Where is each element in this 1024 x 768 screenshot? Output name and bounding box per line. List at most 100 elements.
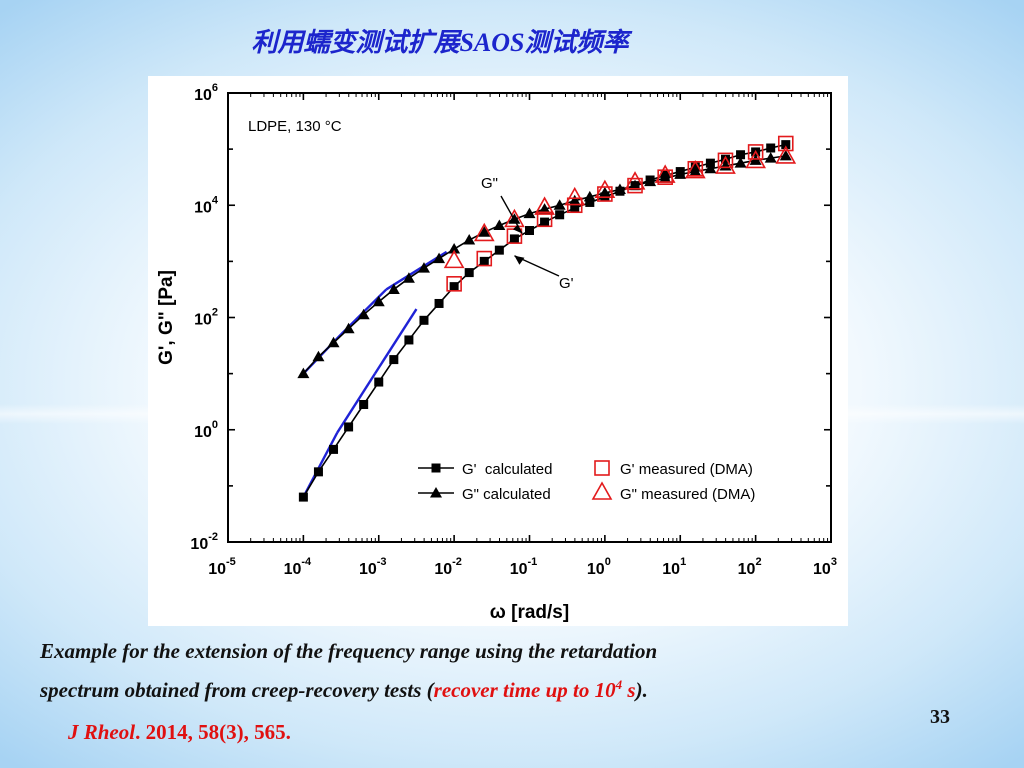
x-tick-exp: -2 [452,556,462,568]
data-point-series-0 [298,492,308,502]
x-tick-base: 10 [284,561,302,578]
y-tick-exp: 0 [212,419,218,431]
data-point-series-0 [479,256,489,266]
data-point-series-3 [715,155,736,174]
data-point-series-2 [536,211,553,228]
legend-marker [431,463,441,473]
data-point-series-0 [720,154,730,164]
y-tick-base: 10 [194,199,212,216]
y-tick-exp: 4 [212,194,219,206]
x-tick-label: 10-4 [284,556,312,578]
caption-highlight: recover time up to 104 s [434,677,636,702]
data-point-series-0 [781,140,791,150]
data-point-series-3 [473,222,495,242]
data-point-series-0 [359,399,369,409]
legend-label: G" calculated [462,486,551,503]
y-tick-exp: 2 [212,307,218,319]
data-point-series-0 [585,197,595,207]
data-point-series-2 [446,276,462,292]
x-tick-label: 10-2 [434,556,462,578]
x-tick-exp: -5 [226,556,236,568]
data-point-series-1 [613,183,626,195]
caption-exponent: 4 [615,677,623,692]
legend-label: G" measured (DMA) [620,486,755,503]
data-point-series-1 [568,194,581,206]
fit-line [373,308,418,375]
chart-svg: 10-5 10-4 10-3 10-2 10-1 100 101 102 10310-21001… [156,82,837,623]
data-point-series-1 [463,234,476,245]
legend-marker [594,460,610,476]
reference-journal: J Rheol [68,720,136,744]
y-tick-exp: 6 [212,82,218,94]
data-point-series-0 [570,203,580,213]
caption-text: spectrum obtained from creep-recovery te… [40,678,434,702]
data-point-series-1 [448,243,461,254]
data-point-series-0 [404,335,414,345]
data-point-series-2 [717,152,734,169]
data-point-series-1 [523,207,536,219]
y-tick-exp: -2 [208,531,218,543]
x-tick-base: 10 [510,561,528,578]
data-point-series-1 [644,175,657,187]
page-number: 33 [930,706,950,728]
x-tick-base: 10 [738,561,756,578]
data-point-series-3 [654,164,676,183]
data-point-series-1 [764,152,777,163]
x-tick-label: 102 [738,556,762,578]
x-tick-label: 103 [813,556,837,578]
x-tick-exp: 2 [755,556,761,568]
legend-marker [591,481,613,500]
y-tick-base: 10 [190,536,208,553]
x-axis-title: ω [rad/s] [490,602,569,623]
caption-close: ). [635,678,648,702]
y-tick-base: 10 [194,87,212,104]
data-point-series-0 [736,150,746,160]
data-point-series-3 [624,171,646,190]
data-point-series-1 [387,283,400,294]
data-point-series-0 [494,245,504,255]
data-point-series-0 [434,298,444,308]
caption-unit: s [622,678,636,702]
annotation-g1-arrowhead [514,255,525,265]
x-tick-exp: -3 [377,556,387,568]
data-point-series-0 [313,467,323,477]
data-point-series-3 [504,208,525,228]
x-tick-exp: 1 [680,556,686,568]
data-point-series-1 [629,179,642,191]
data-point-series-1 [312,350,325,362]
data-point-series-0 [525,226,534,236]
fit-line [336,372,376,434]
x-tick-label: 10-1 [510,556,538,578]
annotation-g1: G' [559,275,574,292]
data-point-series-3 [684,159,706,179]
annotation-ldpe: LDPE, 130 °C [248,118,342,135]
x-tick-base: 10 [208,561,226,578]
data-point-series-2 [476,250,493,267]
x-tick-base: 10 [662,561,680,578]
data-point-series-0 [344,422,354,432]
x-tick-base: 10 [434,561,452,578]
x-tick-label: 101 [662,556,686,578]
data-point-series-0 [374,377,384,387]
y-tick-label: 100 [194,419,218,441]
x-tick-base: 10 [587,561,605,578]
data-point-series-3 [594,179,616,199]
x-tick-exp: -1 [528,556,538,568]
legend-marker [430,487,442,498]
y-axis-title: G', G" [Pa] [156,270,177,365]
data-point-series-2 [777,135,794,152]
slide-title: 利用蠕变测试扩展SAOS测试频率 [251,28,629,57]
x-tick-base: 10 [813,561,831,578]
data-point-series-1 [327,336,340,348]
y-tick-label: 106 [194,82,218,104]
y-tick-label: 104 [194,194,219,216]
data-point-series-1 [689,165,702,177]
data-point-series-1 [372,295,385,307]
x-tick-base: 10 [359,561,377,578]
data-point-series-1 [704,162,717,174]
x-tick-label: 10-3 [359,556,387,578]
data-point-series-3 [775,145,797,164]
data-point-series-1 [779,149,792,161]
data-point-series-1 [342,322,355,334]
data-point-series-3 [564,186,586,206]
